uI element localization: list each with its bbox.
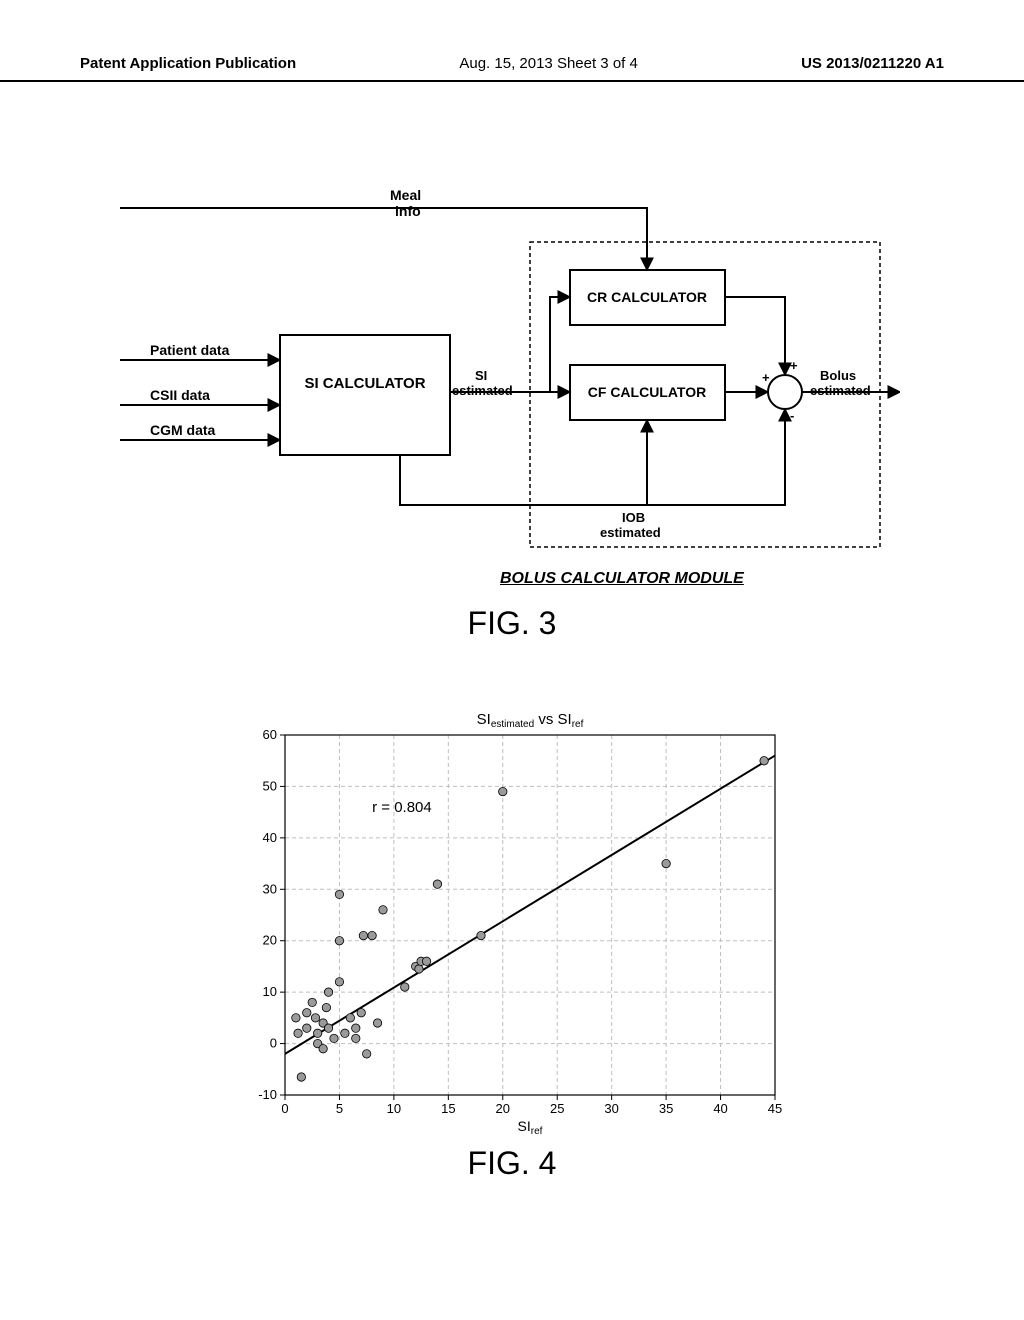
- svg-text:50: 50: [263, 778, 277, 793]
- svg-text:r = 0.804: r = 0.804: [372, 799, 432, 816]
- minus-label: -: [790, 408, 794, 423]
- fig4-scatter: SIestimated vs SIref -10 0 10 20 30 40 50 60 0 5 10…: [230, 710, 790, 1140]
- figure-3: SI CALCULATOR CR CALCULATOR CF CALCULATO…: [120, 180, 900, 610]
- si-est-label2: estimated: [452, 383, 513, 398]
- svg-text:20: 20: [496, 1101, 510, 1116]
- cf-calculator-label: CF CALCULATOR: [588, 384, 706, 400]
- svg-text:10: 10: [263, 984, 277, 999]
- patient-data-label: Patient data: [150, 342, 230, 358]
- svg-text:10: 10: [387, 1101, 401, 1116]
- plus-label-1: +: [790, 358, 798, 373]
- svg-text:40: 40: [713, 1101, 727, 1116]
- header-mid: Aug. 15, 2013 Sheet 3 of 4: [459, 55, 637, 72]
- svg-text:30: 30: [604, 1101, 618, 1116]
- svg-text:15: 15: [441, 1101, 455, 1116]
- bolus-label2: estimated: [810, 383, 871, 398]
- sum-junction: [768, 375, 802, 409]
- iob-est-label1: IOB: [622, 510, 645, 525]
- csii-data-label: CSII data: [150, 387, 210, 403]
- figure-4: SIestimated vs SIref -10 0 10 20 30 40 50 60 0 5 10…: [230, 710, 790, 1140]
- svg-text:SIestimated vs SIref: SIestimated vs SIref: [477, 711, 584, 730]
- svg-text:35: 35: [659, 1101, 673, 1116]
- meal-info-label2: info: [395, 203, 421, 219]
- svg-text:25: 25: [550, 1101, 564, 1116]
- fig3-diagram: SI CALCULATOR CR CALCULATOR CF CALCULATO…: [120, 180, 900, 610]
- bolus-module-label: BOLUS CALCULATOR MODULE: [500, 570, 744, 588]
- si-to-cr-arrow: [500, 297, 570, 392]
- meal-info-arrow: [120, 208, 647, 270]
- svg-text:0: 0: [270, 1036, 277, 1051]
- iob-to-sum-arrow: [647, 409, 785, 505]
- svg-text:SIref: SIref: [518, 1118, 543, 1137]
- si-calculator-block: [280, 335, 450, 455]
- svg-text:30: 30: [263, 881, 277, 896]
- cr-to-sum-arrow: [725, 297, 785, 375]
- patent-header: Patent Application Publication Aug. 15, …: [0, 55, 1024, 82]
- plus-label-2: +: [762, 370, 770, 385]
- svg-text:0: 0: [281, 1101, 288, 1116]
- si-est-label1: SI: [475, 368, 487, 383]
- svg-text:45: 45: [768, 1101, 782, 1116]
- cgm-data-label: CGM data: [150, 422, 216, 438]
- iob-est-label2: estimated: [600, 525, 661, 540]
- cr-calculator-label: CR CALCULATOR: [587, 289, 707, 305]
- si-calculator-label: SI CALCULATOR: [304, 375, 425, 392]
- header-left: Patent Application Publication: [80, 55, 296, 72]
- svg-text:5: 5: [336, 1101, 343, 1116]
- fig3-caption: FIG. 3: [0, 605, 1024, 642]
- fig4-caption: FIG. 4: [0, 1145, 1024, 1182]
- svg-text:40: 40: [263, 830, 277, 845]
- svg-text:-10: -10: [258, 1087, 277, 1102]
- bolus-label1: Bolus: [820, 368, 856, 383]
- svg-text:60: 60: [263, 727, 277, 742]
- svg-text:20: 20: [263, 933, 277, 948]
- meal-info-label: Meal: [390, 187, 421, 203]
- header-right: US 2013/0211220 A1: [801, 55, 944, 72]
